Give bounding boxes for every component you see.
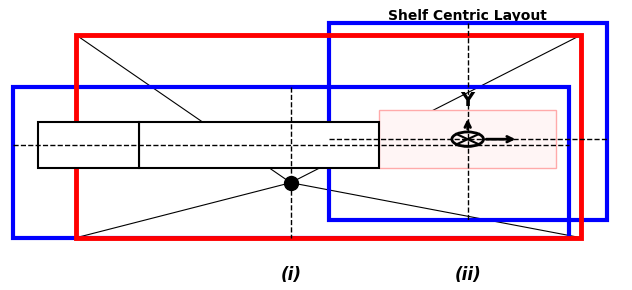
Text: (ii): (ii) [454,266,481,284]
Text: Y: Y [461,91,475,110]
Bar [329,23,607,220]
Bar [38,122,139,168]
Text: Shelf Centric Layout: Shelf Centric Layout [388,9,547,23]
Bar [139,122,379,168]
Text: Z: Z [461,152,475,171]
Text: (i): (i) [280,266,301,284]
Bar [76,35,581,238]
Bar [379,110,556,168]
Text: X: X [531,130,546,149]
Bar [13,87,569,238]
